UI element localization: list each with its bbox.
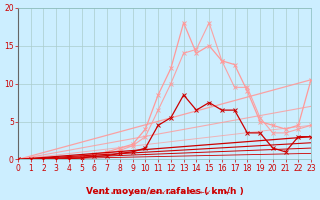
Text: ↙ ↙ ↙ ↙ ↙ ↘ ↓ ↙ ↙ ← ↙ ↙ ↗ ↖ ↑ ↓ ← ↙ ← ↑ ←: ↙ ↙ ↙ ↙ ↙ ↘ ↓ ↙ ↙ ← ↙ ↙ ↗ ↖ ↑ ↓ ← ↙ ← ↑ … [99,190,230,195]
X-axis label: Vent moyen/en rafales ( km/h ): Vent moyen/en rafales ( km/h ) [86,187,244,196]
